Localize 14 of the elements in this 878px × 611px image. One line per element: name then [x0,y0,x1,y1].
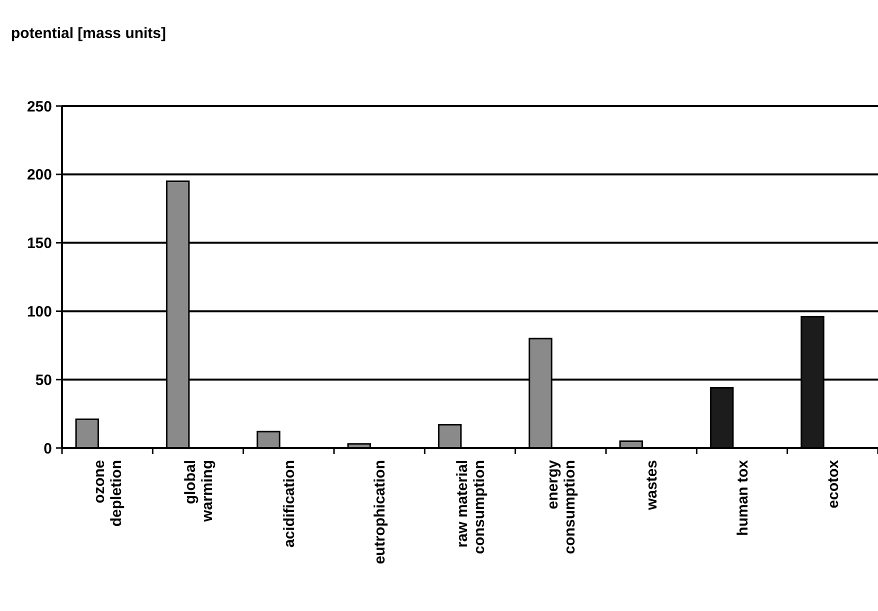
y-tick-label: 100 [26,303,52,320]
x-tick-label: human tox [734,459,752,536]
y-tick-label: 0 [44,440,52,458]
x-tick-label: wastes [644,460,661,512]
y-tick-label: 50 [35,372,52,389]
chart-title: potential [mass units] [11,25,166,42]
x-tick-label: ozone depletion [91,460,126,527]
x-tick-label: global warming [182,460,216,523]
y-tick-label: 200 [26,166,52,184]
y-tick-label: 150 [26,235,52,252]
x-tick-label: acidification [280,460,298,548]
y-tick-label: 250 [26,98,52,116]
x-tick-label: eutrophication [372,460,389,564]
x-tick-label: ecotox [824,459,842,508]
